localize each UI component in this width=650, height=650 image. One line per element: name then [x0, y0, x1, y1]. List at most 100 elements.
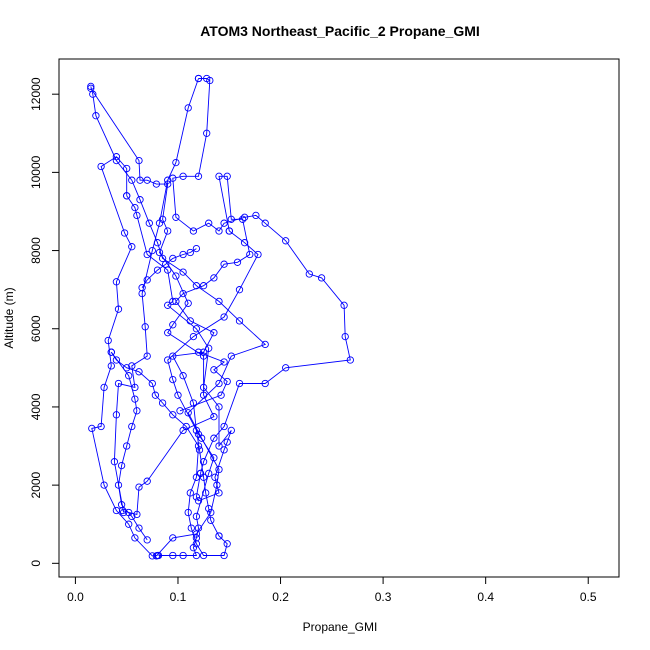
- data-point: [207, 508, 215, 517]
- data-point: [210, 454, 218, 462]
- data-point: [220, 551, 228, 560]
- series-line: [110, 351, 148, 541]
- data-series: [169, 172, 254, 540]
- data-series: [87, 82, 269, 560]
- chart-title: ATOM3 Northeast_Pacific_2 Propane_GMI: [200, 23, 480, 39]
- data-point: [199, 383, 208, 392]
- series-line: [110, 351, 228, 556]
- data-point: [123, 442, 131, 450]
- data-point: [220, 313, 228, 321]
- data-point: [205, 219, 213, 227]
- data-point: [179, 289, 187, 298]
- data-point: [192, 325, 201, 333]
- data-series: [107, 348, 151, 544]
- data-point: [210, 434, 218, 442]
- data-point: [179, 268, 187, 276]
- data-point: [184, 508, 192, 517]
- data-point: [104, 336, 112, 345]
- x-tick-label: 0.5: [580, 590, 597, 604]
- data-point: [172, 272, 180, 280]
- data-point: [192, 512, 201, 521]
- data-point: [238, 215, 247, 223]
- y-tick-label: 10000: [29, 155, 43, 189]
- data-point: [227, 352, 235, 360]
- data-point: [131, 203, 139, 212]
- data-point: [194, 442, 203, 450]
- data-point: [155, 248, 164, 257]
- data-point: [169, 352, 177, 360]
- data-point: [210, 413, 218, 421]
- data-point: [114, 379, 123, 388]
- data-point: [164, 356, 172, 364]
- y-axis: 0 2000 4000 6000 8000 10000 12000: [29, 77, 60, 567]
- data-point: [240, 213, 249, 221]
- series-line: [91, 156, 158, 557]
- data-point: [223, 172, 231, 180]
- y-tick-label: 4000: [29, 393, 43, 420]
- data-point: [141, 323, 149, 331]
- data-point: [194, 74, 203, 83]
- data-point: [117, 461, 126, 470]
- data-point: [189, 399, 198, 407]
- data-point: [189, 227, 198, 235]
- data-point: [97, 422, 105, 431]
- x-tick-label: 0.3: [375, 590, 392, 604]
- data-series: [169, 74, 354, 478]
- data-point: [100, 481, 108, 489]
- data-point: [199, 551, 208, 560]
- data-point: [128, 243, 136, 251]
- data-point: [169, 375, 177, 384]
- data-point: [135, 483, 143, 491]
- data-point: [128, 176, 136, 184]
- y-axis-label: Altitude (m): [2, 287, 16, 348]
- data-point: [169, 411, 177, 419]
- data-point: [125, 372, 133, 380]
- data-point: [192, 540, 201, 548]
- data-point: [172, 213, 180, 221]
- data-point: [227, 215, 235, 223]
- data-series: [154, 227, 262, 560]
- data-point: [158, 254, 167, 263]
- data-point: [199, 473, 208, 481]
- data-point: [282, 237, 290, 245]
- data-point: [133, 211, 141, 220]
- data-point: [192, 244, 201, 253]
- data-point: [233, 258, 242, 266]
- data-point: [112, 506, 121, 515]
- data-point: [131, 534, 139, 542]
- data-point: [87, 82, 95, 91]
- y-tick-label: 0: [29, 560, 43, 567]
- data-point: [184, 409, 192, 417]
- data-point: [317, 274, 326, 282]
- data-point: [154, 551, 163, 560]
- data-point: [184, 104, 192, 112]
- y-tick-label: 6000: [29, 315, 43, 342]
- data-point: [112, 356, 121, 364]
- data-point: [199, 282, 208, 290]
- data-point: [162, 260, 170, 268]
- data-point: [346, 356, 354, 364]
- data-series: [107, 348, 231, 560]
- data-point: [107, 362, 115, 370]
- data-point: [120, 229, 129, 237]
- data-point: [213, 481, 221, 489]
- series-line: [158, 230, 259, 556]
- data-point: [114, 481, 123, 489]
- data-point: [164, 329, 172, 337]
- data-point: [145, 219, 153, 227]
- data-point: [220, 422, 228, 431]
- data-point: [112, 278, 121, 286]
- data-point: [211, 473, 219, 481]
- data-point: [254, 250, 262, 259]
- data-point: [119, 508, 128, 517]
- data-point: [195, 446, 204, 454]
- data-point: [187, 524, 195, 532]
- data-point: [135, 524, 143, 532]
- data-point: [88, 424, 96, 433]
- data-point: [199, 391, 208, 399]
- data-point: [164, 301, 172, 309]
- data-point: [194, 172, 203, 180]
- data-point: [205, 504, 213, 513]
- x-tick-label: 0.2: [272, 590, 289, 604]
